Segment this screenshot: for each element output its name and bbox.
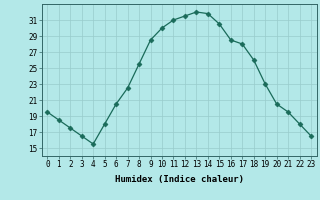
X-axis label: Humidex (Indice chaleur): Humidex (Indice chaleur) <box>115 175 244 184</box>
